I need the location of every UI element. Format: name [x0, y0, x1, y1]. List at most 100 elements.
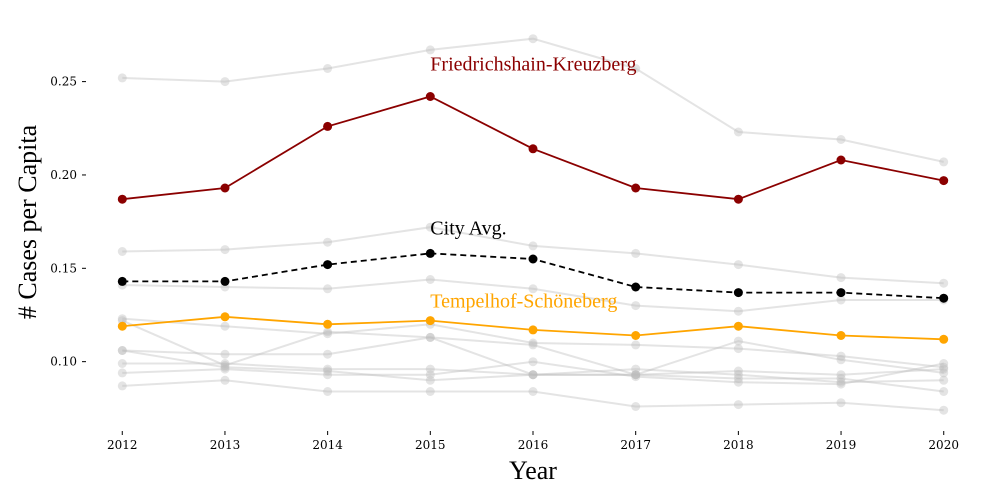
series-city-avg-point-2018: [733, 288, 743, 298]
background-series-1-point-2020: [939, 157, 949, 167]
y-tick-label-0: 0.10: [50, 355, 77, 369]
axis-ticks: 2012 2013 2014 2015 2016 2017 2018 2019 2020 0.10…: [50, 75, 959, 452]
series-city-avg-point-2019: [836, 288, 846, 298]
series-tempelhof-point-2013: [220, 312, 230, 322]
x-tick-label-2015: 2015: [415, 438, 446, 452]
background-series-2-point-2015: [425, 222, 435, 232]
background-series-7-point-2013: [220, 359, 230, 368]
background-series-2-point-2012: [117, 247, 127, 256]
background-series-1-point-2012: [117, 73, 127, 83]
series-friedrichshain-point-2015: [425, 92, 435, 101]
background-series-2-point-2014: [323, 237, 333, 247]
background-series-layer: [117, 34, 949, 415]
background-series-8-point-2012: [117, 368, 127, 378]
background-series-3-point-2017: [631, 301, 641, 311]
series-tempelhof-point-2012: [117, 321, 127, 331]
background-series-1-point-2019: [836, 135, 846, 144]
background-series-4-point-2020: [939, 362, 949, 372]
series-city-avg-point-2012: [117, 276, 127, 286]
background-series-4-point-2012: [117, 314, 127, 324]
series-city-avg-point-2017: [631, 282, 641, 292]
background-series-6-point-2019: [836, 377, 846, 387]
background-series-5-point-2014: [323, 349, 333, 359]
background-series-6-point-2020: [939, 375, 949, 385]
background-series-8-point-2020: [939, 359, 949, 368]
background-series-5-point-2019: [836, 355, 846, 365]
series-friedrichshain-point-2012: [117, 194, 127, 204]
series-friedrichshain-point-2014: [323, 121, 333, 131]
background-series-8-point-2019: [836, 379, 846, 389]
background-series-4-point-2017: [631, 340, 641, 350]
background-series-10-point-2019: [836, 374, 846, 383]
series-friedrichshain-point-2018: [733, 194, 743, 204]
background-series-6-point-2013: [220, 362, 230, 372]
x-tick-label-2016: 2016: [518, 438, 549, 452]
background-series-7-line: [122, 362, 944, 376]
background-series-2-point-2013: [220, 245, 230, 255]
background-series-4-line: [122, 317, 944, 369]
series-tempelhof-point-2019: [836, 331, 846, 340]
series-friedrichshain-point-2017: [631, 183, 641, 193]
background-series-9-point-2018: [733, 400, 743, 410]
annotation-city-avg: City Avg.: [430, 218, 506, 240]
background-series-2-line: [122, 226, 944, 285]
background-series-9-point-2013: [220, 375, 230, 385]
background-series-10-point-2016: [528, 370, 538, 380]
background-series-3-point-2014: [323, 284, 333, 294]
series-tempelhof-point-2017: [631, 331, 641, 340]
background-series-9-point-2020: [939, 405, 949, 415]
background-series-4-point-2013: [220, 321, 230, 331]
background-series-6-point-2014: [323, 366, 333, 376]
background-series-3-point-2019: [836, 295, 846, 305]
x-axis-title: Year: [509, 456, 557, 485]
background-series-5-point-2015: [425, 332, 435, 342]
background-series-8-point-2015: [425, 370, 435, 380]
background-series-10-line: [121, 319, 944, 393]
series-friedrichshain-point-2013: [220, 183, 230, 193]
background-series-8-point-2017: [631, 372, 641, 382]
series-tempelhof-point-2020: [939, 334, 949, 344]
background-series-9-point-2016: [528, 387, 538, 396]
background-series-9-point-2014: [323, 387, 333, 396]
background-series-4-point-2019: [836, 351, 846, 361]
background-series-1-point-2015: [425, 45, 435, 55]
background-series-10-point-2014: [323, 327, 333, 337]
background-series-5-point-2013: [220, 349, 230, 359]
series-friedrichshain-point-2016: [528, 144, 538, 154]
x-tick-label-2017: 2017: [620, 438, 651, 452]
series-city-avg-point-2014: [323, 260, 333, 270]
background-series-7-point-2015: [425, 364, 435, 374]
background-series-10-point-2015: [425, 332, 435, 342]
x-tick-label-2019: 2019: [826, 438, 857, 452]
background-series-9-point-2017: [631, 402, 641, 411]
background-series-1-line: [122, 37, 944, 163]
x-tick-label-2018: 2018: [723, 438, 754, 452]
series-tempelhof-point-2015: [425, 316, 435, 326]
series-friedrichshain-point-2019: [836, 155, 846, 165]
background-series-6-point-2016: [528, 370, 538, 380]
background-series-1-point-2016: [528, 34, 538, 44]
background-series-10-point-2018: [733, 374, 743, 383]
background-series-9-line: [122, 379, 944, 412]
series-annotations: Friedrichshain-Kreuzberg City Avg. Tempelh…: [430, 53, 636, 312]
background-series-4-point-2018: [733, 344, 743, 354]
background-series-3-point-2016: [528, 284, 538, 294]
x-tick-label-2014: 2014: [312, 438, 343, 452]
annotation-tempelhof: Tempelhof-Schöneberg: [430, 291, 617, 313]
background-series-9-point-2019: [836, 398, 846, 408]
x-tick-label-2012: 2012: [107, 438, 138, 452]
background-series-2-point-2016: [528, 241, 538, 251]
background-series-3-point-2015: [425, 275, 435, 284]
series-tempelhof-point-2014: [323, 319, 333, 329]
background-series-3-point-2018: [733, 306, 743, 316]
series-city-avg-point-2015: [425, 248, 435, 258]
background-series-5-point-2020: [939, 368, 949, 378]
background-series-1-point-2017: [631, 64, 641, 73]
background-series-7-point-2020: [939, 364, 949, 374]
background-series-5-point-2017: [631, 370, 641, 380]
x-tick-label-2020: 2020: [928, 438, 959, 452]
background-series-6-line: [122, 349, 944, 384]
series-friedrichshain-point-2020: [939, 176, 949, 186]
background-series-4-point-2016: [528, 338, 538, 348]
